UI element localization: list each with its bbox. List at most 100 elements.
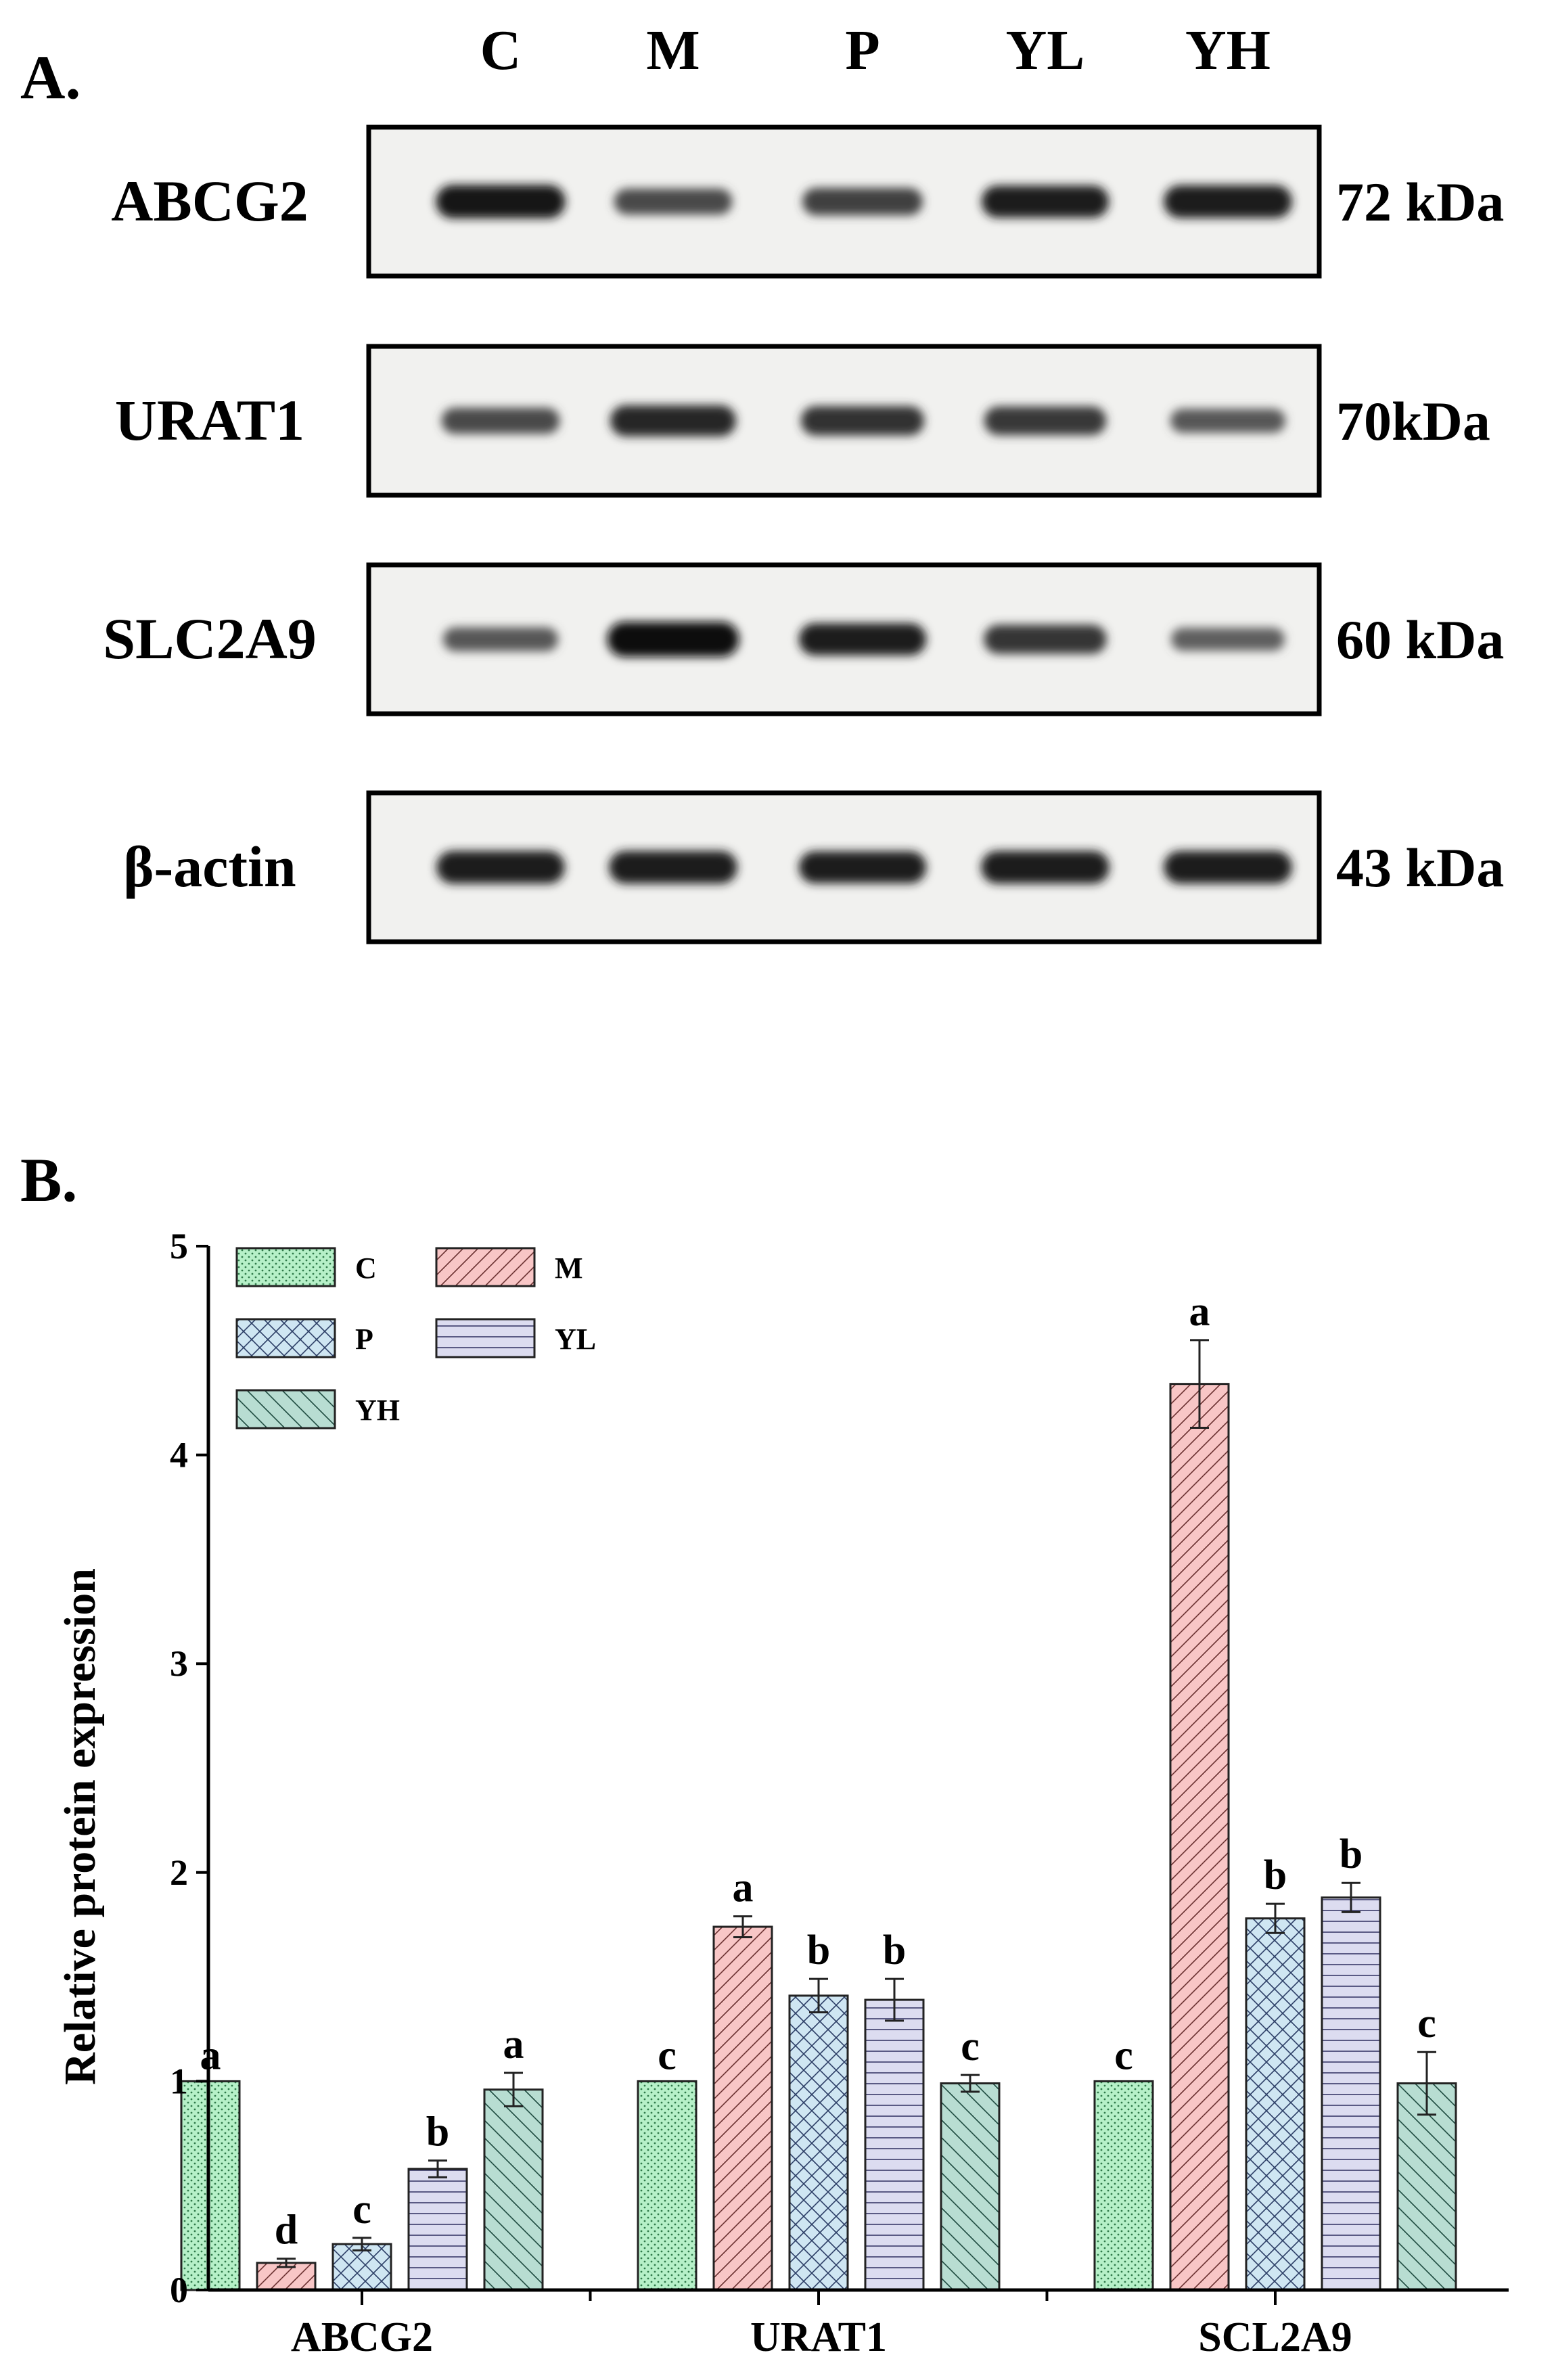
significance-letter: a [1189,1289,1210,1335]
blot-label: URAT1 [115,388,304,453]
series-p: c b b [331,1852,1306,2291]
bar-p-scl2a9 [1245,1917,1306,2291]
y-tick-label: 2 [170,1852,188,1893]
band-slc2a9-m [607,622,739,657]
legend-item-m: M [435,1247,583,1287]
significance-letter: c [352,2187,371,2233]
error-bar [504,2072,523,2107]
bar-c-urat1 [637,2080,697,2291]
y-tick-label: 5 [170,1226,188,1266]
legend: C M P YL YH [235,1247,596,1429]
error-bar [809,1977,828,2014]
band-urat1-m [610,405,736,436]
series-m: d a a [256,1289,1230,2291]
band-actin-yh [1164,850,1292,884]
legend-label: M [555,1252,583,1285]
legend-label: C [355,1252,377,1285]
blot-label: SLC2A9 [103,606,316,671]
significance-letter: b [1340,1831,1363,1877]
band-abcg2-yh [1164,185,1292,219]
western-blots: ABCG2 72 kDa URAT1 70kDa SLC2A9 60 kDa β-actin… [103,124,1504,944]
blot-size-label: 72 kDa [1336,171,1504,233]
error-bar [733,1915,752,1938]
significance-letter: b [426,2109,449,2155]
panel-b: B. Relative protein expression a c cdaacbb… [20,1145,1509,2360]
blot-size-label: 70kDa [1336,390,1490,452]
legend-swatch [235,1247,336,1287]
legend-item-yh: YH [235,1389,400,1429]
bar-c-abcg2 [180,2080,241,2291]
y-axis-label: Relative protein expression [55,1568,105,2085]
bar-yh-scl2a9 [1396,2082,1457,2291]
bar-yl-urat1 [864,1998,925,2291]
y-tick-label: 0 [170,2270,188,2310]
significance-letter: c [658,2032,677,2078]
lane-labels: C M P YL YH [480,19,1271,82]
error-bar [277,2258,296,2268]
panel-b-label: B. [20,1145,77,1214]
error-bar [1417,2051,1436,2116]
blot-frame [366,344,1322,498]
error-bar [352,2237,371,2251]
series-yl: b b b [407,1831,1381,2291]
bar-m-urat1 [712,1925,773,2291]
series-c: a c c [180,2032,1154,2291]
significance-letter: a [503,2021,524,2067]
blot-frame [366,124,1322,279]
band-abcg2-c [436,185,566,219]
legend-item-c: C [235,1247,377,1287]
x-tick-label: ABCG2 [291,2314,433,2360]
blot-size-label: 60 kDa [1336,609,1504,670]
blot-abcg2: ABCG2 72 kDa [111,124,1504,279]
legend-label: YH [355,1394,400,1427]
significance-letter: a [200,2032,221,2078]
significance-letter: c [1114,2032,1133,2078]
band-abcg2-p [802,187,923,216]
bar-series: a c c d a a c b b b b b a c c [180,1289,1457,2291]
error-bar [1266,1902,1285,1934]
band-urat1-yl [984,406,1107,436]
blot-actin: β-actin 43 kDa [123,790,1504,944]
error-bar [428,2159,447,2178]
bar-c-scl2a9 [1093,2080,1154,2291]
legend-swatch [235,1389,336,1429]
band-slc2a9-p [798,623,927,656]
panel-a-label: A. [20,43,81,112]
blot-slc2a9: SLC2A9 60 kDa [103,562,1504,716]
y-tick-label: 4 [170,1435,188,1475]
legend-item-yl: YL [435,1318,596,1358]
band-actin-c [436,850,565,884]
lane-label-p: P [845,19,879,82]
significance-letter: c [1417,2000,1436,2046]
significance-letter: a [733,1865,754,1911]
band-actin-p [798,851,927,884]
legend-swatch [435,1247,536,1287]
legend-swatch [435,1318,536,1358]
bar-yh-urat1 [940,2082,1001,2291]
legend-label: P [355,1323,373,1356]
significance-letter: c [961,2023,980,2069]
bar-yh-abcg2 [483,2088,544,2291]
bar-yl-scl2a9 [1321,1896,1381,2291]
significance-letter: b [1264,1852,1287,1898]
bar-p-urat1 [788,1994,849,2291]
blot-urat1: URAT1 70kDa [115,344,1490,498]
band-slc2a9-yl [984,624,1107,654]
legend-label: YL [555,1323,596,1356]
x-tick-label: URAT1 [750,2314,887,2360]
band-urat1-yh [1170,409,1286,433]
blot-label: ABCG2 [111,168,308,233]
band-slc2a9-yh [1171,628,1285,651]
blot-label: β-actin [123,834,296,899]
panel-a: A. C M P YL YH ABCG2 72 kDa URAT1 70kDa SLC2A9 60… [20,19,1504,944]
significance-letter: b [883,1927,906,1973]
bar-yl-abcg2 [407,2168,468,2291]
lane-label-m: M [646,19,700,82]
error-bar [1190,1339,1209,1429]
band-abcg2-m [614,188,733,215]
band-slc2a9-c [442,627,559,651]
lane-label-yh: YH [1185,19,1271,82]
error-bar [961,2074,980,2093]
